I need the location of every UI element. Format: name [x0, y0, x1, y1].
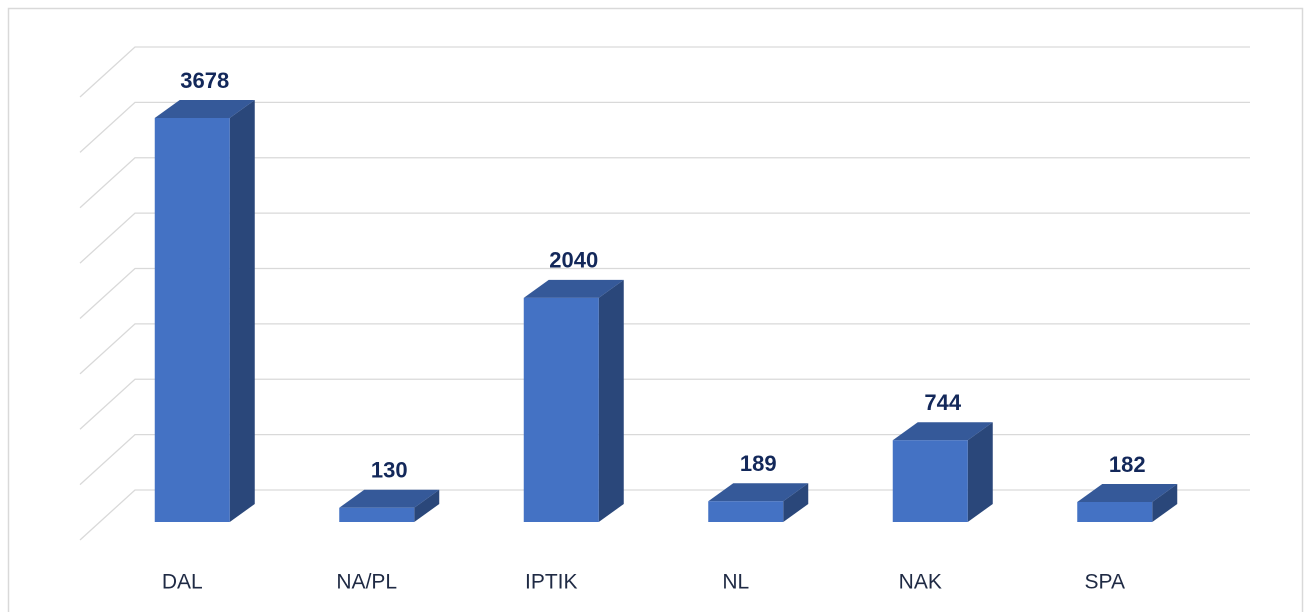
x-tick-label: IPTIK	[525, 571, 578, 594]
grid-line	[79, 46, 1250, 98]
data-label: 189	[740, 451, 777, 476]
bar	[154, 99, 255, 522]
x-tick-label: SPA	[1085, 571, 1125, 594]
bar-side	[229, 99, 255, 522]
bar-top	[708, 483, 809, 502]
bar-side	[598, 279, 624, 522]
bar-side	[1152, 484, 1178, 522]
bar-side	[967, 422, 993, 522]
grid-line	[79, 433, 1250, 486]
x-tick-label: NAK	[899, 571, 942, 594]
bar-front	[708, 501, 784, 522]
data-label: 2040	[549, 248, 598, 273]
bar-side	[414, 489, 440, 522]
bar	[1077, 484, 1178, 522]
bar-top	[339, 489, 440, 508]
data-label: 182	[1109, 452, 1146, 477]
bar-front	[892, 440, 968, 522]
grid-line	[79, 378, 1250, 430]
bar-front	[1077, 502, 1153, 522]
data-label: 3678	[180, 68, 229, 93]
bar-front	[523, 297, 599, 522]
bar	[523, 279, 624, 522]
bar	[339, 489, 440, 522]
grid-line	[79, 267, 1250, 319]
bar-top	[1077, 484, 1178, 503]
bar-front	[154, 117, 230, 522]
bar	[708, 483, 809, 522]
x-tick-label: DAL	[162, 571, 203, 594]
grid-line	[79, 212, 1250, 264]
bar-side	[783, 483, 809, 522]
bar-top	[154, 99, 255, 118]
data-label: 130	[371, 458, 408, 483]
grid-line	[79, 323, 1250, 375]
bar-front	[339, 507, 415, 522]
grid-line	[79, 489, 1250, 541]
grid-line	[79, 157, 1250, 209]
x-tick-label: NL	[722, 571, 749, 594]
bar	[892, 422, 993, 522]
data-label: 744	[924, 390, 961, 415]
bar-top	[892, 422, 993, 441]
bar-top	[523, 279, 624, 298]
grid-line	[79, 101, 1250, 153]
x-tick-label: NA/PL	[336, 571, 397, 594]
